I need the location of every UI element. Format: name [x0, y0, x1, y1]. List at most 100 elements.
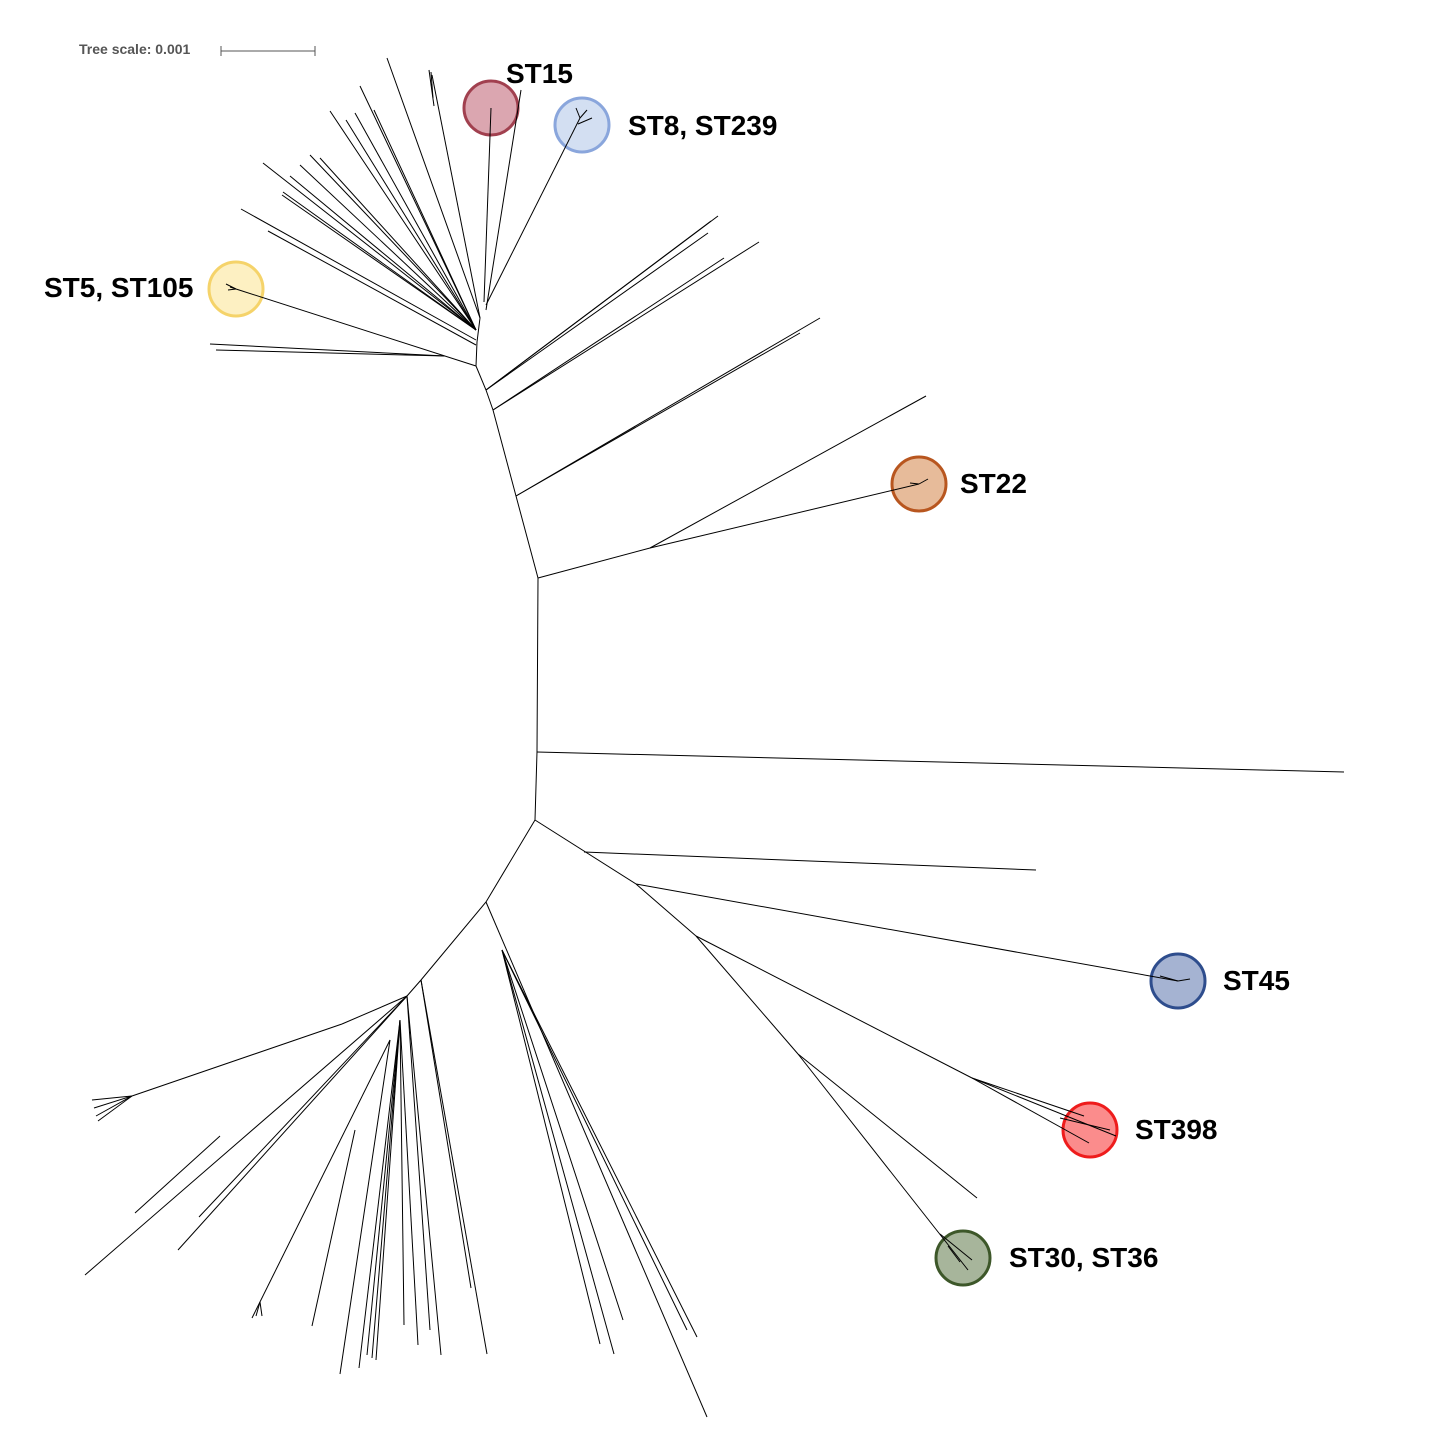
branch [240, 208, 477, 341]
branch [695, 935, 799, 1055]
branch-st15 [483, 107, 492, 303]
clade-circle-st8 [553, 96, 611, 154]
branch [91, 1095, 133, 1101]
branch-st398 [971, 1077, 1090, 1144]
branch [227, 288, 237, 291]
clade-label-st8-st239: ST8, ST239 [628, 110, 777, 141]
tree-scale: Tree scale: 0.001 [79, 41, 316, 57]
branch [1159, 975, 1179, 982]
branch [501, 949, 698, 1338]
branch [215, 349, 446, 357]
branch [939, 1233, 973, 1261]
tree-backbone [406, 317, 539, 997]
branch [971, 1077, 1085, 1117]
clade-label-st15: ST15 [506, 58, 573, 89]
clade-label-st45: ST45 [1223, 965, 1290, 996]
branch [177, 995, 408, 1251]
branch [97, 1095, 133, 1122]
backbone-middle [534, 577, 539, 821]
branch [649, 395, 927, 549]
branch [579, 109, 588, 119]
branch [492, 241, 760, 411]
branch-st22 [649, 483, 920, 549]
branch [282, 191, 477, 331]
clade-label-st30-st36: ST30, ST36 [1009, 1242, 1158, 1273]
branch [431, 74, 481, 319]
branch [947, 1245, 961, 1263]
branch [971, 1077, 1117, 1137]
branch [329, 110, 477, 331]
branch [358, 1019, 401, 1369]
branch [420, 979, 488, 1355]
branch [375, 1019, 401, 1361]
branch [354, 112, 477, 331]
branch [485, 220, 712, 391]
branch [501, 949, 624, 1321]
branch [406, 995, 442, 1356]
branch [430, 71, 434, 99]
branch [299, 164, 477, 331]
branch [93, 1095, 133, 1109]
branch [281, 194, 477, 331]
branch-st5 [235, 288, 477, 367]
branch [319, 157, 477, 331]
branch [515, 317, 821, 497]
branch [311, 1129, 356, 1327]
branch [515, 332, 801, 497]
branch [309, 154, 477, 331]
branch [797, 1053, 978, 1199]
branch [485, 901, 708, 1418]
branch [134, 1135, 221, 1214]
branch [577, 117, 593, 125]
branch [267, 230, 477, 346]
branch [420, 979, 472, 1289]
branch [1059, 1117, 1111, 1131]
branch [198, 995, 408, 1218]
branch [399, 1019, 419, 1346]
branch [909, 482, 920, 485]
branch [259, 1301, 263, 1317]
clade-label-st22: ST22 [960, 468, 1027, 499]
branch [289, 175, 477, 331]
clade-label-st398: ST398 [1135, 1114, 1218, 1145]
branch [366, 1019, 401, 1356]
branch [371, 1019, 401, 1359]
branch [229, 286, 237, 290]
branch [386, 57, 481, 319]
tree-scale-label: Tree scale: 0.001 [79, 41, 191, 57]
branch [255, 1301, 261, 1317]
branch [209, 343, 446, 357]
branch [399, 1019, 405, 1326]
branch [345, 119, 477, 331]
branch [537, 547, 651, 579]
branch [339, 1039, 391, 1375]
clade-label-st5-st105: ST5, ST105 [44, 272, 193, 303]
branch [501, 949, 601, 1345]
branch [406, 995, 431, 1331]
branch-st8 [485, 117, 581, 306]
branch [575, 107, 581, 119]
branches-right [534, 751, 1345, 1271]
branch [95, 1095, 133, 1117]
branch [635, 883, 697, 937]
branch [485, 89, 522, 311]
branch [485, 232, 709, 391]
backbone-lower [406, 819, 536, 997]
clade-labels: ST15 ST8, ST239 ST5, ST105 ST22 ST45 ST3… [44, 58, 1290, 1273]
branch [341, 995, 408, 1025]
branch [262, 162, 477, 331]
branch [373, 109, 477, 331]
branch-st45 [635, 883, 1179, 982]
branch-long [536, 751, 1345, 773]
branch [1177, 978, 1191, 982]
branch [492, 257, 725, 411]
backbone-upper [475, 317, 539, 579]
branch [583, 851, 1037, 871]
clade-circle-st398 [1061, 1101, 1119, 1159]
branch [131, 1023, 343, 1097]
branch [695, 935, 973, 1079]
branch [251, 1039, 391, 1319]
branch [84, 995, 408, 1276]
clade-circle-st30 [934, 1229, 992, 1287]
